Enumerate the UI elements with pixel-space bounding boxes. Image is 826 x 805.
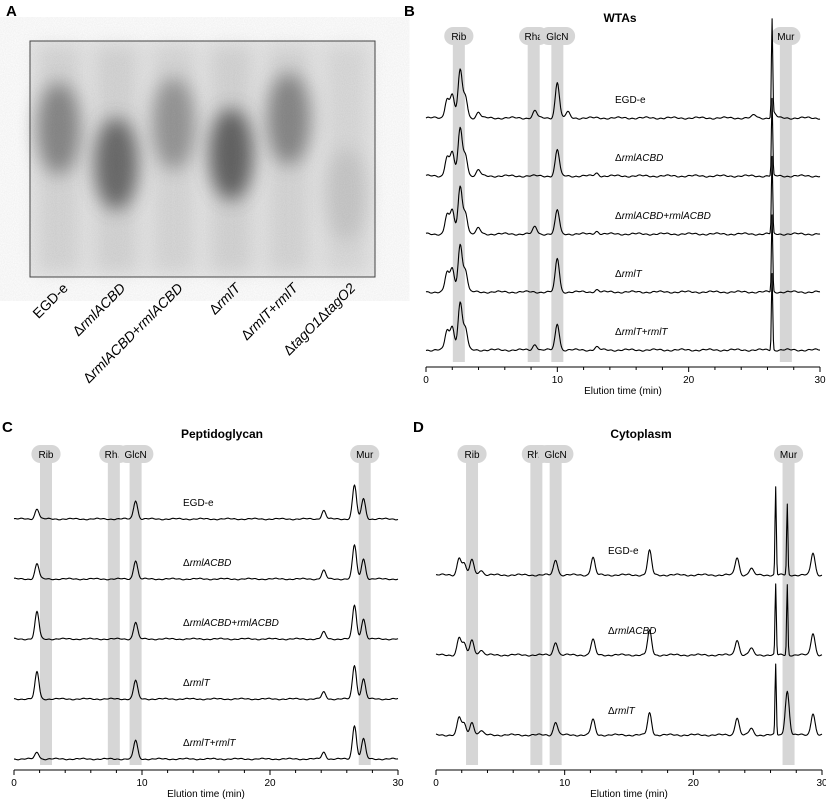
marker-band-mur: [782, 455, 795, 765]
gel-lane-label-rmlacbd: ΔrmlACBD: [69, 280, 128, 339]
marker-band-rib: [466, 455, 479, 765]
x-tick-label: 10: [559, 778, 571, 789]
marker-label-glcn: GlcN: [124, 450, 146, 461]
gel-texture: [30, 41, 375, 277]
panel-label-d: D: [413, 419, 424, 436]
marker-band-rib: [40, 455, 52, 765]
marker-label-rha: Rha: [105, 450, 124, 461]
x-axis-label: Elution time (min): [584, 386, 662, 397]
x-tick-label: 0: [433, 778, 439, 789]
x-tick-label: 20: [683, 375, 695, 386]
trace-rmlt: [13, 665, 399, 701]
marker-label-rha: Rha: [525, 32, 544, 43]
x-tick-label: 10: [136, 778, 148, 789]
x-tick-label: 0: [423, 375, 429, 386]
series-label-egd-e: EGD-e: [608, 546, 639, 557]
marker-label-mur: Mur: [777, 32, 795, 43]
marker-label-rib: Rib: [451, 32, 466, 43]
marker-pill-rib: [31, 445, 61, 463]
marker-pill-mur: [350, 445, 380, 463]
chart-title: Peptidoglycan: [181, 427, 263, 441]
marker-label-rha: Rha: [527, 450, 546, 461]
series-label-egd-e: EGD-e: [615, 95, 646, 106]
marker-label-mur: Mur: [356, 450, 374, 461]
marker-pill-mur: [771, 27, 801, 45]
x-tick-label: 20: [264, 778, 276, 789]
marker-label-rib: Rib: [38, 450, 53, 461]
chart-panel-d: Cytoplasm Rib Rha GlcN Mur EGD-e ΔrmlACBD ΔrmlT…: [433, 427, 826, 800]
marker-band-glcn: [549, 455, 562, 765]
marker-label-rib: Rib: [465, 450, 480, 461]
gel-lane-label-rmlt: ΔrmlT: [206, 279, 245, 318]
marker-band-glcn: [129, 455, 142, 765]
chart-panel-b: WTAs Rib Rha GlcN Mur EGD-e ΔrmlACBD ΔrmlACBD+r…: [423, 11, 826, 397]
marker-band-mur: [779, 37, 792, 362]
marker-label-mur: Mur: [780, 450, 798, 461]
marker-label-glcn: GlcN: [545, 450, 567, 461]
trace-rmlacbd-rmlacbd: [13, 604, 399, 641]
series-label-egd-e: EGD-e: [183, 498, 214, 509]
trace-rmlacbd: [425, 97, 821, 178]
marker-pill-rib: [444, 27, 474, 45]
trace-egd-e: [425, 18, 821, 120]
marker-pill-mur: [773, 445, 804, 463]
panel-label-c: C: [2, 419, 13, 436]
series-label-rmlt: ΔrmlT: [608, 706, 636, 717]
x-axis-label: Elution time (min): [590, 789, 668, 800]
series-label-rmlacbd: ΔrmlACBD: [183, 558, 231, 569]
panel-label-a: A: [6, 3, 17, 20]
marker-pill-glcn: [539, 27, 576, 45]
series-label-rmlacbd-rmlacbd: ΔrmlACBD+rmlACBD: [615, 211, 711, 222]
marker-pill-glcn: [537, 445, 574, 463]
marker-pill-rib: [457, 445, 487, 463]
series-label-rmlt-rmlt: ΔrmlT+rmlT: [615, 327, 668, 338]
x-axis-label: Elution time (min): [167, 789, 245, 800]
trace-rmlt: [425, 214, 821, 294]
trace-rmlt: [435, 663, 823, 737]
gel-lane-label-rmlacbd-rmlacbd: ΔrmlACBD+rmlACBD: [80, 280, 186, 386]
x-tick-label: 30: [392, 778, 404, 789]
series-label-rmlacbd-rmlacbd: ΔrmlACBD+rmlACBD: [183, 618, 279, 629]
panel-label-b: B: [404, 3, 415, 20]
series-label-rmlt-rmlt: ΔrmlT+rmlT: [183, 738, 236, 749]
series-label-rmlt: ΔrmlT: [615, 269, 643, 280]
x-tick-label: 30: [814, 375, 826, 386]
trace-egd-e: [435, 486, 823, 577]
x-tick-label: 30: [816, 778, 826, 789]
chart-title: WTAs: [603, 11, 636, 25]
marker-band-rha: [107, 455, 120, 765]
trace-rmlacbd: [13, 544, 399, 581]
x-tick-label: 10: [552, 375, 564, 386]
x-tick-label: 0: [11, 778, 17, 789]
marker-label-glcn: GlcN: [546, 32, 568, 43]
series-label-rmlacbd: ΔrmlACBD: [608, 626, 656, 637]
chart-title: Cytoplasm: [610, 427, 671, 441]
marker-band-rha: [530, 455, 543, 765]
trace-egd-e: [13, 484, 399, 521]
series-label-rmlacbd: ΔrmlACBD: [615, 153, 663, 164]
trace-rmlacbd: [435, 583, 823, 657]
gel-lane-label-egd-e: EGD-e: [29, 280, 71, 322]
series-label-rmlt: ΔrmlT: [183, 678, 211, 689]
trace-rmlt-rmlt: [425, 273, 820, 352]
x-tick-label: 20: [688, 778, 700, 789]
chart-panel-c: Peptidoglycan Rib Rha GlcN Mur EGD-e ΔrmlACBD Δ…: [11, 427, 404, 800]
trace-rmlacbd-rmlacbd: [425, 155, 821, 236]
marker-band-glcn: [551, 37, 564, 362]
marker-pill-glcn: [117, 445, 154, 463]
marker-band-rha: [527, 37, 540, 362]
trace-rmlt-rmlt: [14, 725, 399, 761]
